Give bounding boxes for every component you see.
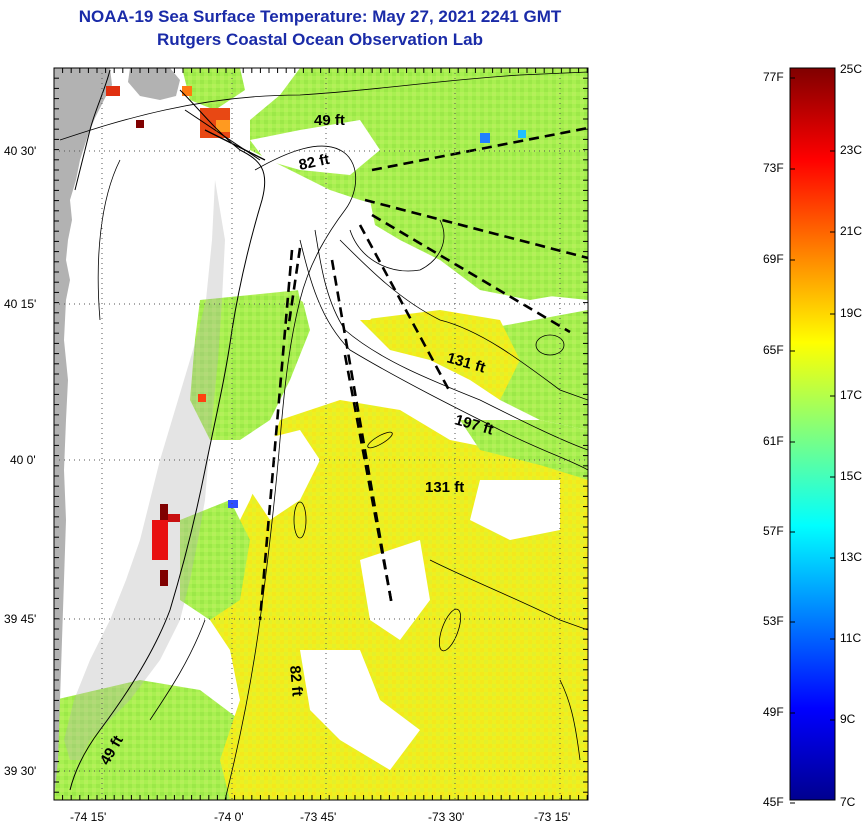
colorbar-f-label: 77F — [763, 70, 784, 84]
depth-label-49ft-north: 49 ft — [314, 112, 345, 129]
lat-label-39-30: 39 30' — [4, 764, 37, 778]
colorbar-f-label: 49F — [763, 705, 784, 719]
dashed-route-lines — [258, 126, 588, 621]
coastline — [69, 69, 266, 791]
colorbar-c-label: 7C — [840, 795, 856, 809]
colorbar-c-label: 19C — [840, 306, 863, 320]
coastal-shelf-shadow — [64, 180, 225, 760]
colorbar-c-label: 15C — [840, 469, 863, 483]
colorbar-c-label: 11C — [840, 631, 862, 645]
lon-label-73-15: -73 15' — [534, 810, 571, 824]
colorbar-f-label: 57F — [763, 524, 784, 538]
colorbar-f-label: 53F — [763, 614, 784, 628]
map-frame-content: 49 ft 82 ft 131 ft 197 ft 131 ft 82 ft 4… — [54, 68, 588, 800]
colorbar-c-label: 25C — [840, 62, 863, 76]
land-patch-north — [128, 68, 180, 100]
sst-green-patches — [54, 68, 588, 800]
depth-label-131ft-south: 131 ft — [425, 479, 464, 496]
depth-label-82ft-north: 82 ft — [297, 151, 331, 174]
lat-label-40-30: 40 30' — [4, 144, 37, 158]
map-subtitle: Rutgers Coastal Ocean Observation Lab — [157, 30, 483, 49]
warm-pixel-clusters — [106, 86, 526, 586]
colorbar-f-label: 61F — [763, 434, 784, 448]
graticule — [54, 68, 588, 800]
colorbar-f-label: 69F — [763, 252, 784, 266]
colorbar-c-label: 23C — [840, 143, 863, 157]
colorbar-c-label: 17C — [840, 388, 863, 402]
lat-label-40-0: 40 0' — [10, 453, 36, 467]
land-mass — [54, 68, 112, 800]
colorbar — [789, 67, 836, 801]
colorbar-f-label: 45F — [763, 795, 784, 809]
lon-label-74-0: -74 0' — [214, 810, 244, 824]
lat-label-39-45: 39 45' — [4, 612, 37, 626]
lon-label-74-15: -74 15' — [70, 810, 107, 824]
axis-ticks — [53, 67, 588, 800]
lat-label-40-15: 40 15' — [4, 297, 37, 311]
depth-contours — [59, 71, 588, 800]
colorbar-c-label: 9C — [840, 712, 856, 726]
colorbar-f-label: 65F — [763, 343, 784, 357]
lon-label-73-45: -73 45' — [300, 810, 337, 824]
colorbar-c-label: 21C — [840, 224, 863, 238]
depth-label-82ft-south: 82 ft — [286, 665, 306, 697]
map-title: NOAA-19 Sea Surface Temperature: May 27,… — [78, 7, 562, 26]
cloud-gaps — [250, 120, 560, 770]
colorbar-f-label: 73F — [763, 161, 784, 175]
lon-label-73-30: -73 30' — [428, 810, 465, 824]
colorbar-ticks — [790, 67, 835, 804]
colorbar-c-label: 13C — [840, 550, 863, 564]
